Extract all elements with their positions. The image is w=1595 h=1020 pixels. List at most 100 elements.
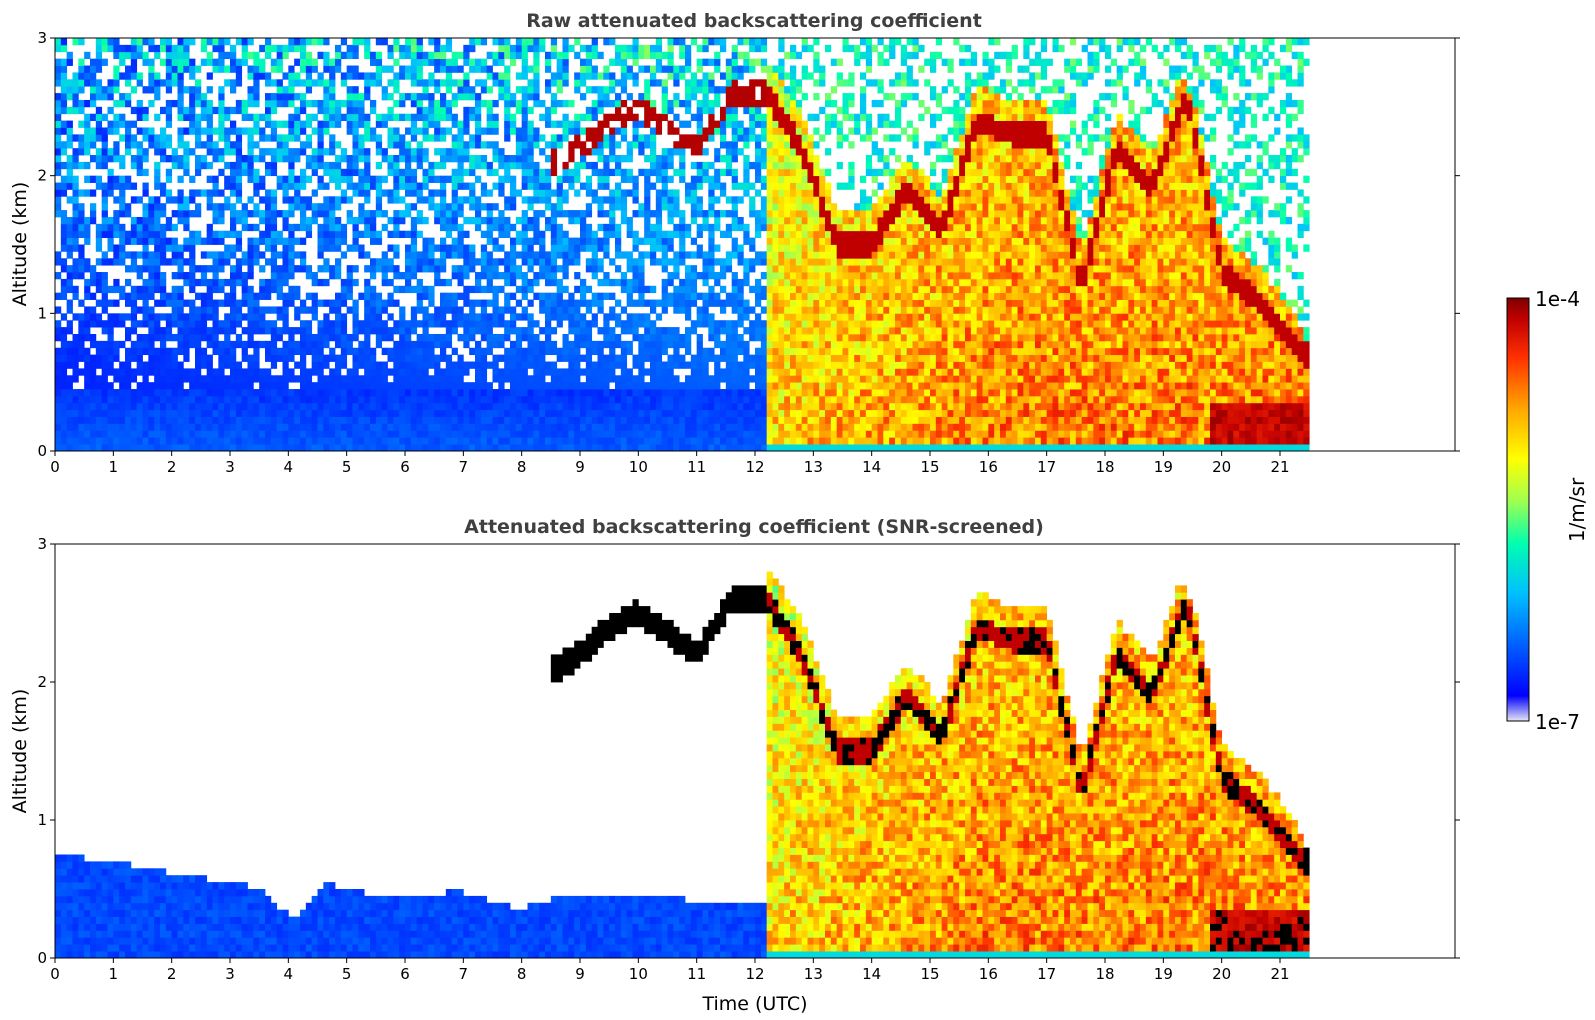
heatmap-cell (510, 51, 517, 60)
heatmap-cell (300, 196, 307, 204)
heatmap-cell (702, 354, 709, 362)
heatmap-cell (270, 444, 278, 452)
heatmap-cell (609, 230, 616, 239)
heatmap-cell (90, 155, 97, 163)
heatmap-cell (270, 44, 278, 53)
heatmap-cell (148, 409, 155, 417)
heatmap-cell (451, 251, 458, 259)
heatmap-cell (335, 395, 342, 404)
heatmap-cell (218, 230, 225, 239)
heatmap-cell (480, 409, 488, 417)
heatmap-cell (335, 141, 342, 149)
heatmap-cell (60, 361, 68, 369)
heatmap-cell (638, 437, 645, 445)
heatmap-cell (405, 347, 412, 356)
heatmap-cell (224, 51, 231, 60)
heatmap-cell (405, 93, 412, 101)
heatmap-cell (177, 38, 184, 46)
heatmap-cell (340, 333, 348, 342)
heatmap-cell (160, 389, 167, 397)
heatmap-cell (230, 327, 237, 335)
heatmap-cell (329, 320, 336, 328)
heatmap-cell (714, 278, 721, 287)
heatmap-cell (259, 44, 266, 53)
heatmap-cell (568, 382, 575, 390)
heatmap-cell (265, 148, 272, 156)
heatmap-cell (72, 265, 79, 273)
heatmap-cell (527, 299, 534, 307)
heatmap-cell (241, 368, 248, 376)
heatmap-cell (113, 216, 120, 225)
heatmap-cell (300, 175, 307, 183)
heatmap-cell (183, 278, 190, 287)
heatmap-cell (393, 409, 400, 417)
heatmap-cell (720, 320, 727, 328)
heatmap-cell (183, 216, 190, 225)
heatmap-cell (288, 155, 295, 163)
heatmap-cell (270, 333, 278, 342)
heatmap-cell (247, 423, 254, 431)
heatmap-cell (399, 272, 406, 280)
heatmap-cell (352, 216, 359, 225)
heatmap-cell (171, 423, 178, 431)
heatmap-cell (457, 127, 464, 135)
heatmap-cell (95, 409, 103, 417)
heatmap-cell (387, 106, 394, 115)
heatmap-cell (300, 368, 307, 376)
heatmap-cell (679, 423, 686, 431)
heatmap-cell (463, 196, 470, 204)
heatmap-cell (480, 99, 488, 108)
heatmap-cell (253, 444, 260, 452)
heatmap-cell (305, 416, 313, 424)
heatmap-cell (445, 409, 453, 417)
heatmap-cell (55, 368, 62, 376)
heatmap-cell (609, 79, 616, 87)
heatmap-cell (235, 389, 243, 397)
heatmap-cell (66, 278, 73, 287)
heatmap-cell (300, 409, 307, 417)
heatmap-cell (142, 265, 149, 273)
heatmap-cell (609, 134, 616, 142)
heatmap-cell (101, 437, 108, 445)
heatmap-cell (235, 265, 243, 273)
heatmap-cell (300, 347, 307, 356)
heatmap-cell (626, 189, 633, 197)
heatmap-cell (160, 210, 167, 218)
heatmap-cell (696, 320, 703, 328)
heatmap-cell (66, 216, 73, 225)
heatmap-cell (282, 375, 289, 383)
heatmap-cell (679, 230, 686, 239)
heatmap-cell (510, 423, 517, 431)
heatmap-cell (212, 272, 219, 280)
heatmap-cell (95, 340, 103, 349)
heatmap-cell (463, 86, 470, 94)
heatmap-cell (399, 340, 406, 349)
heatmap-cell (405, 272, 412, 280)
heatmap-cell (90, 65, 97, 73)
heatmap-cell (615, 320, 622, 328)
heatmap-cell (661, 230, 668, 239)
heatmap-cell (597, 416, 604, 424)
heatmap-cell (574, 437, 581, 445)
heatmap-cell (585, 306, 593, 314)
heatmap-cell (60, 127, 68, 135)
heatmap-cell (224, 389, 231, 397)
heatmap-cell (416, 230, 423, 239)
heatmap-cell (644, 444, 651, 452)
heatmap-cell (393, 72, 400, 80)
heatmap-cell (311, 189, 318, 197)
heatmap-cell (375, 72, 383, 80)
heatmap-cell (428, 354, 435, 362)
heatmap-cell (200, 437, 208, 445)
heatmap-cell (101, 141, 108, 149)
heatmap-cell (609, 402, 616, 411)
heatmap-cell (591, 237, 598, 245)
heatmap-cell (632, 265, 639, 273)
heatmap-cell (119, 58, 126, 66)
heatmap-cell (486, 361, 493, 369)
heatmap-cell (457, 93, 464, 101)
heatmap-cell (206, 237, 213, 245)
heatmap-cell (276, 44, 283, 53)
heatmap-cell (195, 155, 202, 163)
heatmap-cell (480, 244, 488, 252)
